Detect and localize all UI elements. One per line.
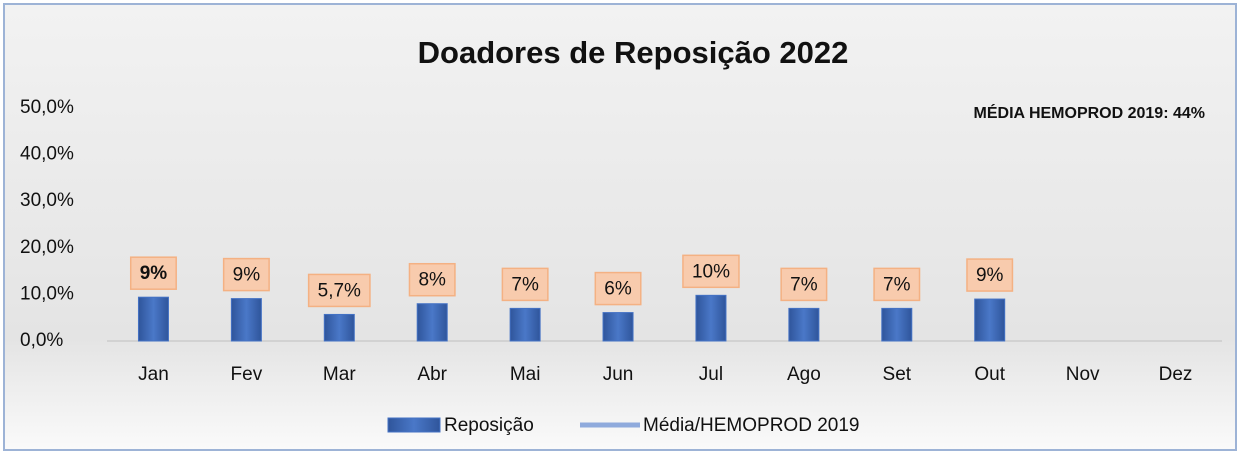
data-label-box bbox=[222, 257, 270, 292]
annotation: MÉDIA HEMOPROD 2019: 44% bbox=[974, 103, 1205, 122]
bar bbox=[137, 296, 169, 342]
x-tick-label: Jun bbox=[603, 364, 634, 385]
y-tick-label: 40,0% bbox=[20, 144, 74, 165]
bar bbox=[509, 307, 541, 342]
data-label: 10% bbox=[692, 261, 730, 282]
data-label: 9% bbox=[976, 265, 1004, 286]
data-label-box bbox=[594, 271, 642, 306]
y-tick-label: 50,0% bbox=[20, 97, 74, 118]
data-label-box bbox=[873, 267, 921, 302]
legend-label: Reposição bbox=[444, 415, 534, 436]
data-label-box bbox=[682, 254, 740, 289]
x-tick-label: Ago bbox=[787, 364, 821, 385]
x-tick-label: Fev bbox=[231, 364, 263, 385]
chart-frame bbox=[3, 3, 1237, 451]
bar bbox=[881, 307, 913, 342]
x-tick-label: Abr bbox=[417, 364, 447, 385]
data-label: 6% bbox=[604, 279, 632, 300]
y-tick-label: 20,0% bbox=[20, 237, 74, 258]
data-label: 8% bbox=[418, 270, 446, 291]
data-label: 7% bbox=[511, 274, 539, 295]
data-label: 9% bbox=[233, 265, 261, 286]
y-tick-label: 30,0% bbox=[20, 190, 74, 211]
x-tick-label: Jan bbox=[138, 364, 169, 385]
data-label: 5,7% bbox=[318, 280, 361, 301]
data-label: 7% bbox=[790, 274, 818, 295]
data-label-box bbox=[501, 267, 549, 302]
x-tick-label: Mar bbox=[323, 364, 356, 385]
x-tick-label: Dez bbox=[1159, 364, 1193, 385]
data-label-box bbox=[408, 262, 456, 297]
data-label-box bbox=[129, 256, 177, 290]
data-label: 7% bbox=[883, 274, 911, 295]
data-label-box bbox=[966, 258, 1014, 292]
legend-label: Média/HEMOPROD 2019 bbox=[643, 415, 859, 436]
x-tick-label: Out bbox=[974, 364, 1005, 385]
bar bbox=[974, 298, 1006, 342]
bar bbox=[230, 298, 262, 342]
chart-title: Doadores de Reposição 2022 bbox=[418, 35, 849, 70]
y-tick-label: 10,0% bbox=[20, 283, 74, 304]
data-label-box bbox=[780, 267, 828, 302]
bar bbox=[602, 312, 634, 342]
x-tick-label: Set bbox=[883, 364, 912, 385]
bar bbox=[416, 303, 448, 342]
legend-swatch bbox=[387, 417, 441, 433]
bar bbox=[323, 313, 355, 342]
data-label-box bbox=[307, 273, 371, 308]
x-tick-label: Nov bbox=[1066, 364, 1100, 385]
bar bbox=[695, 294, 727, 342]
x-tick-label: Jul bbox=[699, 364, 723, 385]
bar bbox=[788, 307, 820, 342]
x-tick-label: Mai bbox=[510, 364, 541, 385]
data-label: 9% bbox=[140, 263, 168, 284]
y-tick-label: 0,0% bbox=[20, 330, 63, 351]
